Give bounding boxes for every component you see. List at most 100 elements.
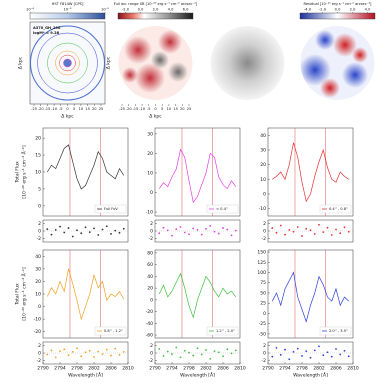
x-tick-label: 2794 [166, 366, 178, 372]
residual-point [279, 353, 282, 356]
residual-point [110, 233, 112, 235]
spectrum [272, 142, 349, 203]
residual-point [54, 356, 57, 359]
residual-point [330, 234, 333, 236]
residual-point [205, 349, 207, 351]
plot-frame [154, 249, 241, 339]
residual-point [301, 235, 303, 238]
residual-point [200, 233, 203, 236]
residual-map [300, 26, 375, 100]
residual-point [162, 355, 165, 357]
residual-point [318, 345, 320, 348]
residual-point [162, 226, 165, 229]
residual-point [213, 230, 216, 233]
legend-label: < 0.4'' [216, 207, 228, 211]
residual-point [192, 354, 195, 357]
residual-point [322, 231, 325, 234]
x-tick-label: 2802 [88, 366, 100, 372]
residual-point [234, 349, 237, 352]
residual-point [309, 229, 312, 232]
residual-point [50, 349, 53, 352]
residual-point [335, 228, 337, 231]
residual-point [183, 349, 186, 352]
residual-point [347, 230, 350, 233]
y-tick-label: 0 [263, 311, 266, 317]
x-tick-label: 5 [73, 107, 75, 111]
residual-point [88, 231, 91, 234]
y-tick-label: -25 [259, 321, 266, 327]
x-tick-label: 2790 [149, 366, 161, 372]
colorbar-tick-label: 0.0 [138, 8, 144, 12]
y-tick-label: 50 [260, 290, 266, 296]
y-tick-label: 10 [147, 170, 153, 176]
x-tick-label: 25 [187, 107, 192, 111]
spectrum [46, 144, 125, 190]
residual-point [101, 228, 104, 231]
residual-point [171, 353, 173, 355]
y-tick-label: 20 [35, 136, 41, 142]
plot-frame [154, 127, 241, 217]
y-axis-label: Δ kpc [106, 56, 112, 69]
residual-point [279, 224, 282, 227]
residual-point [97, 350, 100, 353]
colorbar [29, 12, 106, 20]
y-tick-label: -40 [146, 321, 153, 327]
y-axis-label: [10⁻²⁰ erg s⁻¹ cm⁻² Å⁻¹] [21, 267, 28, 320]
residual-point [288, 358, 291, 361]
x-axis-label: Wavelength [Å] [293, 372, 328, 379]
residual-y-tick-label: 0 [38, 229, 41, 235]
residual-point [122, 227, 125, 230]
spectrum [158, 148, 237, 204]
residual-point [305, 227, 308, 230]
y-tick-label: 20 [260, 162, 266, 168]
residual-point [59, 225, 61, 228]
colorbar-tick-label: 10⁻⁴ [26, 8, 34, 12]
colorbar-title: HST F814W [CPS] [52, 2, 84, 6]
y-tick-label: 25 [260, 301, 266, 307]
residual-point [188, 233, 190, 236]
residual-point [93, 227, 95, 230]
y-tick-label: -10 [146, 210, 153, 216]
x-tick-label: -10 [51, 107, 58, 111]
annotation: logM* = 9.28 [33, 31, 60, 35]
y-axis-label: Total Flux [15, 161, 21, 184]
residual-point [76, 229, 78, 232]
y-tick-label: 5 [38, 186, 41, 192]
residual-point [284, 348, 286, 351]
plot-frame [267, 249, 354, 339]
residual-point [46, 228, 49, 231]
residual-point [288, 229, 291, 231]
plot-frame [42, 127, 129, 217]
x-tick-label: 0 [66, 107, 69, 111]
residual-point [97, 234, 100, 236]
y-tick-label: 150 [257, 250, 266, 256]
residual-y-tick-label: -2 [149, 358, 154, 364]
residual-point [118, 353, 121, 356]
x-tick-label: 25 [99, 107, 104, 111]
residual-point [188, 351, 190, 354]
y-tick-label: 0 [38, 203, 41, 209]
annotation: A370_GH_190 [33, 26, 61, 30]
residual-point [305, 350, 308, 353]
legend-box [94, 326, 127, 336]
residual-point [296, 347, 299, 350]
colorbar-tick-label: 2.0 [153, 8, 159, 12]
residual-point [217, 232, 220, 235]
residual-point [88, 349, 91, 352]
y-tick-label: 125 [257, 260, 266, 266]
residual-point [330, 355, 333, 358]
y-tick-label: 30 [260, 148, 266, 154]
model-map [210, 26, 285, 100]
x-tick-label: 10 [167, 107, 172, 111]
y-tick-label: 40 [35, 254, 41, 260]
y-tick-label: 15 [35, 153, 41, 159]
colorbar-tick-label: 0.0 [335, 8, 341, 12]
y-tick-label: 0 [150, 297, 153, 303]
colorbar-tick-label: 10⁻³ [64, 8, 72, 12]
colorbar [299, 12, 376, 20]
residual-point [175, 346, 178, 349]
residual-point [292, 230, 295, 233]
y-tick-label: 80 [147, 250, 153, 256]
y-tick-label: 30 [147, 131, 153, 137]
residual-point [200, 353, 203, 356]
